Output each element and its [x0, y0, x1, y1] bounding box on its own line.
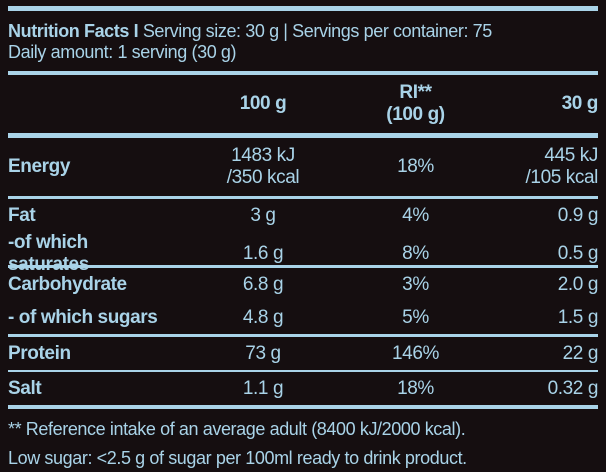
table-row-protein: Protein 73 g 146% 22 g	[8, 337, 598, 370]
value-per-30g: 0.5 g	[557, 243, 599, 264]
value-ri: 3%	[402, 273, 429, 295]
value-per-30g: 1.5 g	[557, 306, 599, 328]
row-divider	[8, 265, 598, 268]
value-ri: 18%	[397, 156, 434, 177]
table-row-saturates: -of which saturates 1.6 g 8% 0.5 g	[8, 232, 599, 275]
value-per-100g: 1.6 g	[242, 243, 284, 264]
column-header-row: 100 g RI** (100 g) 30 g	[8, 75, 599, 133]
value-ri: 8%	[402, 243, 429, 264]
value-per-100g: 1483 kJ /350 kcal	[226, 145, 300, 188]
bottom-rule	[8, 405, 598, 409]
table-row-energy: Energy 1483 kJ /350 kcal 18% 445 kJ /105…	[8, 138, 598, 196]
value-per-100g: 1.1 g	[242, 377, 284, 399]
value-per-100g: 3 g	[250, 204, 276, 226]
reference-intake-note: ** Reference intake of an average adult …	[8, 419, 466, 439]
column-header-divider	[8, 133, 598, 138]
value-per-30g: 2.0 g	[557, 273, 599, 295]
row-divider	[8, 334, 598, 337]
row-divider	[8, 196, 598, 199]
table-row-fat: Fat 3 g 4% 0.9 g	[8, 199, 598, 232]
value-per-30g: 0.32 g	[547, 377, 599, 399]
row-divider	[8, 370, 598, 372]
value-per-30g: 0.9 g	[557, 204, 599, 226]
daily-amount-line: Daily amount: 1 serving (30 g)	[8, 42, 237, 62]
column-header-ri: RI** (100 g)	[386, 82, 445, 125]
value-ri: 146%	[392, 342, 439, 364]
value-per-100g: 73 g	[245, 342, 281, 364]
row-label: Fat	[8, 204, 36, 226]
table-row-salt: Salt 1.1 g 18% 0.32 g	[8, 372, 598, 405]
label-footer: ** Reference intake of an average adult …	[8, 409, 598, 472]
value-per-100g: 4.8 g	[242, 306, 284, 328]
serving-info-line: Nutrition Facts I Serving size: 30 g | S…	[8, 21, 598, 42]
header-divider	[8, 71, 598, 75]
row-label: - of which sugars	[8, 306, 158, 328]
row-label: -of which saturates	[8, 232, 89, 275]
column-header-30g: 30 g	[561, 93, 599, 114]
label-title: Nutrition Facts I	[8, 21, 139, 41]
value-per-30g: 445 kJ /105 kcal	[525, 145, 599, 188]
row-label: Salt	[8, 377, 42, 399]
serving-info: Serving size: 30 g | Servings per contai…	[138, 21, 492, 41]
column-header-100g: 100 g	[239, 93, 287, 114]
row-label: Carbohydrate	[8, 273, 127, 295]
label-header: Nutrition Facts I Serving size: 30 g | S…	[8, 11, 598, 71]
low-sugar-note: Low sugar: <2.5 g of sugar per 100ml rea…	[8, 448, 467, 468]
row-label: Protein	[8, 342, 71, 364]
value-ri: 4%	[402, 204, 429, 226]
value-per-100g: 6.8 g	[242, 273, 284, 295]
value-ri: 18%	[397, 377, 434, 399]
value-ri: 5%	[402, 306, 429, 328]
row-label: Energy	[8, 156, 71, 177]
table-row-carbohydrate: Carbohydrate 6.8 g 3% 2.0 g	[8, 268, 598, 301]
table-row-sugars: - of which sugars 4.8 g 5% 1.5 g	[8, 301, 598, 334]
top-rule	[8, 6, 598, 11]
value-per-30g: 22 g	[562, 342, 599, 364]
